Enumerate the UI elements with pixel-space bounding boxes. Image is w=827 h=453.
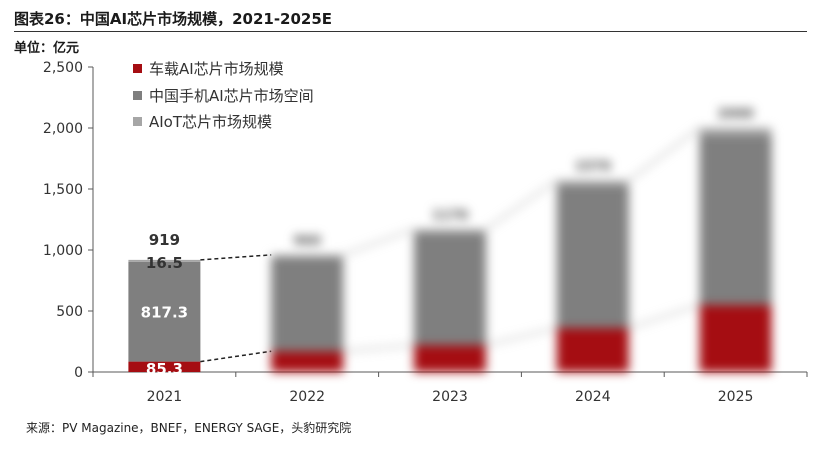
total-label: 1170 [432,208,468,223]
legend-swatch [133,91,142,100]
bar-segment-aiot [414,229,486,233]
trend-connector-auto [200,350,272,363]
x-tick-label: 2024 [575,389,611,405]
bar-segment-aiot [271,254,344,258]
phone-label-2021: 817.3 [141,304,188,322]
y-tick-label: 500 [56,304,83,320]
legend-label: 车载AI芯片市场规模 [149,60,284,78]
bar-segment-phone [128,261,201,362]
x-tick-label: 2021 [147,389,183,405]
bar-segment-auto [271,351,344,372]
y-tick-label: 1,500 [43,182,83,198]
bar-segment-auto [414,345,486,372]
bar-segment-phone [271,257,344,352]
x-tick-label: 2025 [718,389,754,405]
bar-segment-auto [556,328,629,372]
bars-forecast: 960 1170 1570 2000 [271,107,772,372]
bars-actual: 919 16.5 817.3 85.3 [128,231,272,378]
y-tick-label: 1,000 [43,243,83,259]
trend-connector-total [200,254,272,261]
x-tick-label: 2022 [289,389,325,405]
y-tick-label: 2,000 [43,121,83,137]
bar-segment-phone [414,232,486,346]
y-tick-label: 2,500 [43,60,83,76]
bar-segment-aiot [699,128,772,136]
title-divider [14,31,807,32]
bar-segment-phone [556,185,629,329]
bar-segment-aiot [556,180,629,186]
total-label: 1570 [575,159,611,174]
unit-label: 单位：亿元 [14,41,80,56]
legend-label: AIoT芯片市场规模 [149,113,272,131]
legend-label: 中国手机AI芯片市场空间 [149,87,314,105]
total-label: 960 [294,234,321,249]
trend-line-auto [343,344,415,352]
total-label-2021: 919 [149,231,180,249]
bar-segment-auto [128,361,201,372]
bar-segment-phone [699,135,772,305]
trend-line-total [342,228,415,256]
trend-line-auto [485,327,557,346]
y-axis: 0 500 1,000 1,500 2,000 2,500 [43,60,94,381]
y-tick-label: 0 [74,365,83,381]
legend-swatch [133,64,142,73]
total-label: 2000 [718,107,754,122]
bar-segment-auto [699,304,772,372]
bar-segment-aiot [128,259,201,262]
legend-swatch [133,117,142,126]
aiot-label-2021: 16.5 [146,254,183,272]
auto-label-2021: 85.3 [146,360,183,378]
page-title: 图表26：中国AI芯片市场规模，2021-2025E [14,10,333,28]
x-tick-label: 2023 [432,389,468,405]
trend-line-total [485,179,558,230]
x-axis: 2021 2022 2023 2024 2025 [92,371,808,405]
trend-line-auto [628,304,700,329]
trend-line-total [628,127,700,181]
source-note: 来源：PV Magazine，BNEF，ENERGY SAGE，头豹研究院 [26,421,352,435]
